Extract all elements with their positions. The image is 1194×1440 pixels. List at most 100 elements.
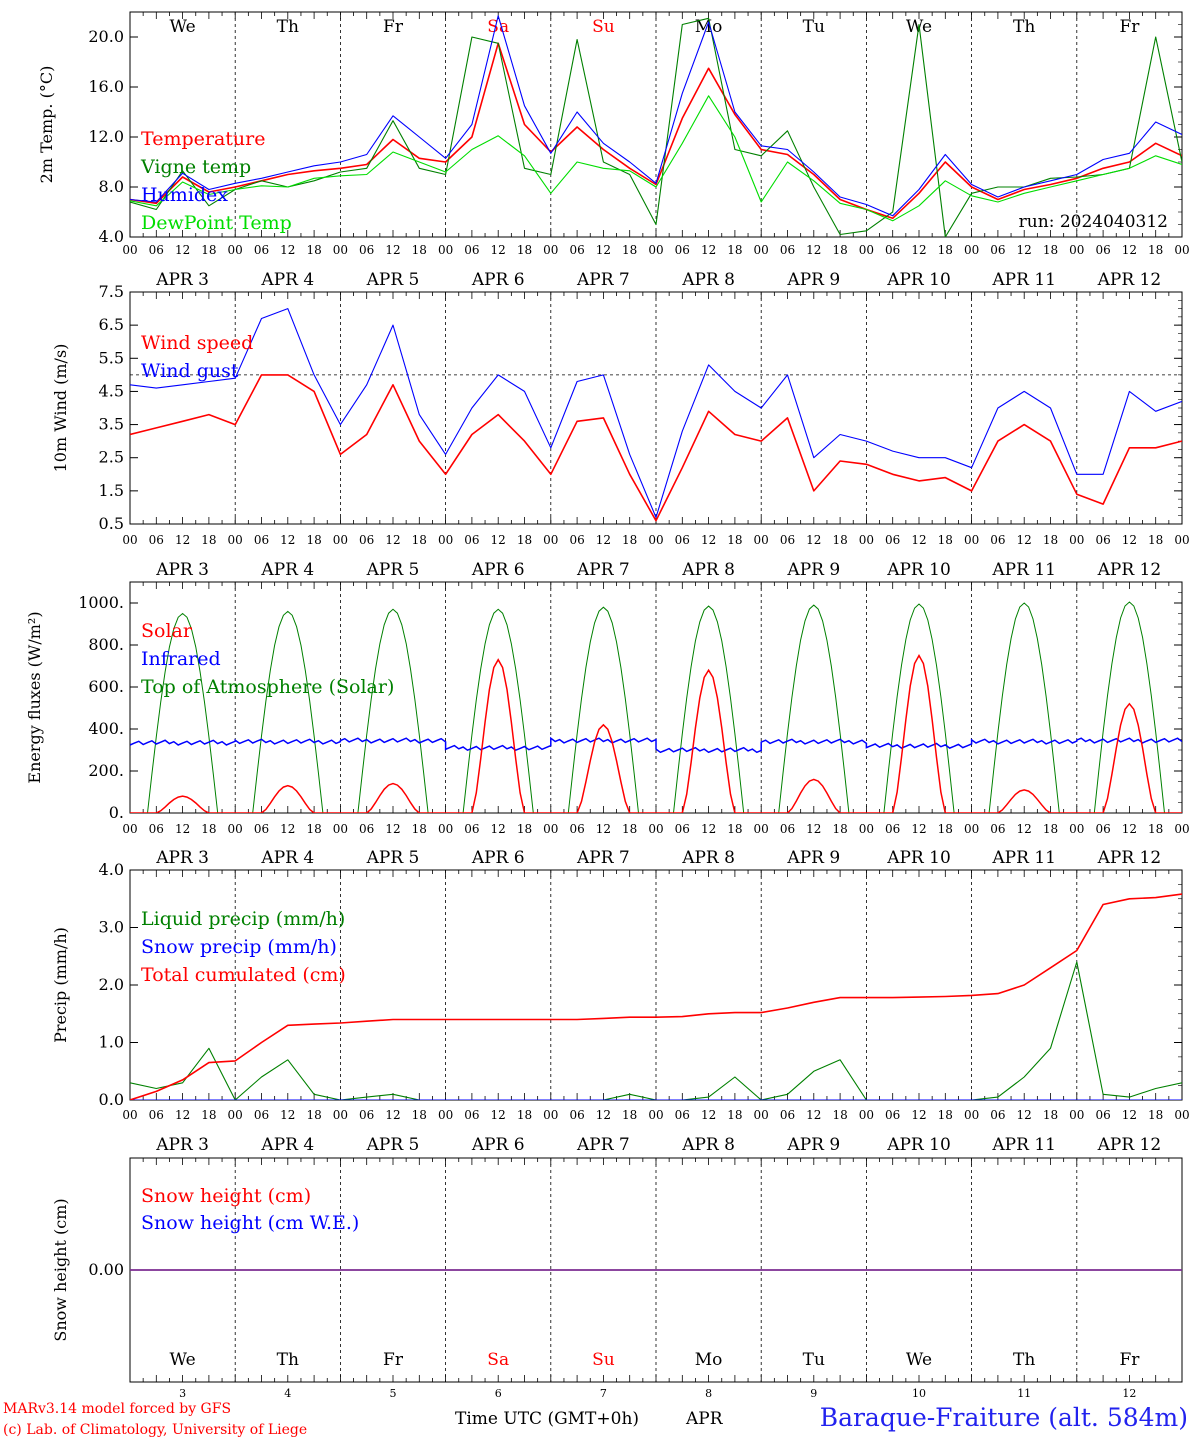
hour-label: 00 xyxy=(228,1108,243,1122)
hour-label: 12 xyxy=(491,533,506,547)
weekday-label: Sa xyxy=(487,17,509,37)
hour-label: 18 xyxy=(306,243,321,257)
y-tick-label: 8.0 xyxy=(99,177,124,196)
hour-label: 06 xyxy=(254,533,269,547)
hour-label: 06 xyxy=(359,1108,374,1122)
y-tick-label: 800. xyxy=(88,635,124,654)
hour-label: 00 xyxy=(1069,243,1084,257)
hour-label: 12 xyxy=(911,822,926,836)
series-line-solar xyxy=(130,653,1182,813)
legend-entry: Temperature xyxy=(141,128,265,150)
hour-label: 18 xyxy=(622,822,637,836)
hour-label: 12 xyxy=(911,1108,926,1122)
hour-label: 18 xyxy=(622,1108,637,1122)
date-label: APR 3 xyxy=(155,560,209,580)
hour-label: 18 xyxy=(727,243,742,257)
hour-label: 12 xyxy=(385,822,400,836)
hour-label: 18 xyxy=(201,533,216,547)
hour-label: 18 xyxy=(1043,533,1058,547)
hour-label: 18 xyxy=(201,243,216,257)
hour-label: 06 xyxy=(254,1108,269,1122)
date-label: APR 8 xyxy=(681,1135,735,1155)
legend-entry: Liquid precip (mm/h) xyxy=(141,908,345,930)
date-label: APR 7 xyxy=(576,848,630,868)
date-label: APR 4 xyxy=(260,848,314,868)
hour-label: 00 xyxy=(543,822,558,836)
hour-label: 12 xyxy=(596,1108,611,1122)
y-tick-label: 3.5 xyxy=(99,415,124,434)
credit-line-2: (c) Lab. of Climatology, University of L… xyxy=(3,1422,307,1438)
hour-label: 12 xyxy=(280,1108,295,1122)
month-label: APR xyxy=(685,1409,724,1429)
plot-frame xyxy=(129,11,1183,238)
hour-label: 06 xyxy=(780,243,795,257)
series-line-temperature xyxy=(130,42,1182,220)
y-tick-label: 1.5 xyxy=(99,481,124,500)
hour-label: 06 xyxy=(780,533,795,547)
hour-label: 18 xyxy=(517,243,532,257)
hour-label: 00 xyxy=(122,1108,137,1122)
date-label: APR 12 xyxy=(1097,270,1162,290)
day-number: 11 xyxy=(1017,1387,1031,1400)
date-label: APR 9 xyxy=(786,560,840,580)
hour-label: 12 xyxy=(596,822,611,836)
panel-precip: 0.0 1.0 2.0 3.0 4.0 Precip (mm/h) 00 06 12 18 APR … xyxy=(51,860,1190,1155)
day-number: 9 xyxy=(810,1387,817,1400)
hour-label: 00 xyxy=(1069,1108,1084,1122)
day-number: 12 xyxy=(1122,1387,1136,1400)
hour-label: 06 xyxy=(359,533,374,547)
y-tick-label: 4.0 xyxy=(99,860,124,879)
hour-label: 06 xyxy=(1095,243,1110,257)
hour-label: 06 xyxy=(149,822,164,836)
hour-label: 06 xyxy=(149,243,164,257)
hour-label: 06 xyxy=(990,1108,1005,1122)
y-tick-label: 6.5 xyxy=(99,315,124,334)
hour-label: 00 xyxy=(333,1108,348,1122)
hour-label: 06 xyxy=(780,1108,795,1122)
weekday-label: Mo xyxy=(695,17,723,37)
hour-label: 06 xyxy=(675,822,690,836)
legend-entry: Solar xyxy=(141,620,193,642)
hour-label: 06 xyxy=(254,243,269,257)
y-axis-label: 10m Wind (m/s) xyxy=(51,344,70,473)
hour-label: 18 xyxy=(1043,1108,1058,1122)
hour-label: 18 xyxy=(306,1108,321,1122)
legend-entry: Infrared xyxy=(141,648,221,670)
hour-label: 12 xyxy=(911,533,926,547)
hour-label: 06 xyxy=(990,533,1005,547)
hour-label: 18 xyxy=(938,243,953,257)
date-label: APR 9 xyxy=(786,848,840,868)
series-line-dewpoint-temp xyxy=(130,95,1182,222)
hour-label: 00 xyxy=(438,822,453,836)
panel-temperature: 4.0 8.0 12.0 16.0 20.0 2m Temp. (°C) 00 06 12 18 A… xyxy=(37,11,1190,290)
hour-label: 00 xyxy=(754,533,769,547)
panel-energy: 0. 200. 400. 600. 800. 1000. Energy fluxes (W/… xyxy=(25,581,1190,868)
hour-label: 12 xyxy=(1017,243,1032,257)
hour-label: 18 xyxy=(306,822,321,836)
hour-label: 00 xyxy=(859,243,874,257)
weekday-label: Sa xyxy=(487,1350,509,1370)
y-tick-label: 0.5 xyxy=(99,514,124,533)
legend-entry: Snow height (cm W.E.) xyxy=(141,1212,359,1234)
series-line-vigne-temp xyxy=(130,17,1182,237)
hour-label: 18 xyxy=(412,533,427,547)
hour-label: 12 xyxy=(491,822,506,836)
hour-label: 06 xyxy=(464,1108,479,1122)
weekday-label: Fr xyxy=(383,1350,404,1370)
weekday-label: Th xyxy=(1013,1350,1035,1370)
series-line-liquid-precip-mm-h- xyxy=(130,961,1182,1100)
hour-label: 00 xyxy=(438,243,453,257)
hour-label: 06 xyxy=(254,822,269,836)
hour-label: 06 xyxy=(1095,1108,1110,1122)
weekday-label: Su xyxy=(592,17,615,37)
hour-label: 12 xyxy=(701,533,716,547)
y-tick-label: 4.0 xyxy=(99,227,124,246)
hour-label: 06 xyxy=(885,243,900,257)
hour-label: 00 xyxy=(859,1108,874,1122)
hour-label: 00 xyxy=(333,533,348,547)
hour-label: 18 xyxy=(412,1108,427,1122)
hour-label: 00 xyxy=(1069,822,1084,836)
hour-label: 00 xyxy=(543,1108,558,1122)
hour-label: 00 xyxy=(1174,1108,1189,1122)
